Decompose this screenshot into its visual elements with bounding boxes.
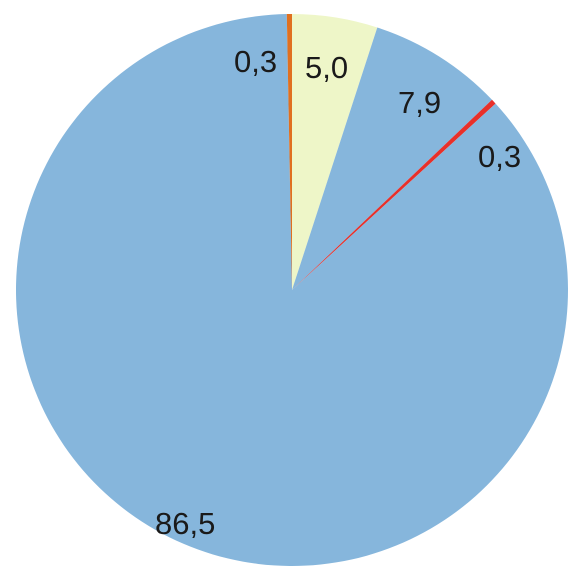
pie-slice-3 (15, 14, 569, 567)
pie-labels: 5,0 7,9 0,3 86,5 0,3 (155, 44, 521, 541)
slice-label-5-0: 5,0 (305, 50, 348, 85)
slice-label-0-3-right: 0,3 (478, 139, 521, 174)
pie-slice-1 (292, 27, 493, 291)
slice-label-86-5: 86,5 (155, 506, 215, 541)
pie-slice-4 (286, 14, 292, 290)
pie-slice-0 (292, 14, 378, 290)
slice-label-0-3-top: 0,3 (234, 44, 277, 79)
pie-slices (15, 14, 569, 567)
pie-slice-2 (292, 99, 496, 290)
slice-label-7-9: 7,9 (398, 85, 441, 120)
